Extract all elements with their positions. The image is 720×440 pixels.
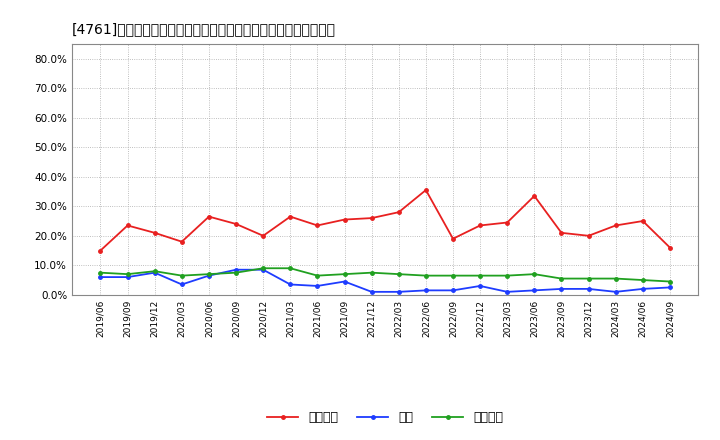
売上債権 — [476, 223, 485, 228]
売上債権 — [367, 216, 376, 221]
買入債務 — [557, 276, 566, 281]
買入債務 — [259, 266, 268, 271]
在庫 — [530, 288, 539, 293]
売上債権 — [665, 245, 674, 250]
在庫 — [639, 286, 647, 292]
買入債務 — [313, 273, 322, 278]
売上債権 — [503, 220, 511, 225]
買入債務 — [449, 273, 457, 278]
在庫 — [611, 289, 620, 294]
売上債権 — [395, 209, 403, 215]
買入債務 — [341, 271, 349, 277]
買入債務 — [395, 271, 403, 277]
Legend: 売上債権, 在庫, 買入債務: 売上債権, 在庫, 買入債務 — [262, 407, 508, 429]
在庫 — [178, 282, 186, 287]
在庫 — [96, 275, 105, 280]
売上債権 — [611, 223, 620, 228]
売上債権 — [584, 233, 593, 238]
在庫 — [341, 279, 349, 284]
売上債権 — [313, 223, 322, 228]
売上債権 — [259, 233, 268, 238]
在庫 — [476, 283, 485, 289]
在庫 — [557, 286, 566, 292]
買入債務 — [530, 271, 539, 277]
在庫 — [367, 289, 376, 294]
買入債務 — [232, 270, 240, 275]
買入債務 — [476, 273, 485, 278]
在庫 — [150, 270, 159, 275]
在庫 — [232, 267, 240, 272]
売上債権 — [557, 230, 566, 235]
在庫 — [503, 289, 511, 294]
買入債務 — [204, 271, 213, 277]
売上債権 — [449, 236, 457, 242]
売上債権 — [123, 223, 132, 228]
売上債権 — [421, 187, 430, 193]
買入債務 — [421, 273, 430, 278]
買入債務 — [639, 277, 647, 282]
在庫 — [204, 273, 213, 278]
Text: [4761]　売上債権、在庫、買入債務の総資産に対する比率の推移: [4761] 売上債権、在庫、買入債務の総資産に対する比率の推移 — [72, 22, 336, 36]
売上債権 — [639, 218, 647, 224]
在庫 — [584, 286, 593, 292]
在庫 — [286, 282, 294, 287]
Line: 売上債権: 売上債権 — [99, 188, 672, 252]
買入債務 — [286, 266, 294, 271]
売上債権 — [530, 193, 539, 198]
買入債務 — [96, 270, 105, 275]
在庫 — [449, 288, 457, 293]
買入債務 — [123, 271, 132, 277]
売上債権 — [341, 217, 349, 222]
買入債務 — [178, 273, 186, 278]
Line: 買入債務: 買入債務 — [99, 267, 672, 283]
売上債権 — [150, 230, 159, 235]
買入債務 — [367, 270, 376, 275]
売上債権 — [232, 221, 240, 227]
在庫 — [259, 267, 268, 272]
買入債務 — [150, 268, 159, 274]
売上債権 — [96, 248, 105, 253]
買入債務 — [503, 273, 511, 278]
Line: 在庫: 在庫 — [99, 268, 672, 293]
在庫 — [313, 283, 322, 289]
買入債務 — [584, 276, 593, 281]
買入債務 — [611, 276, 620, 281]
売上債権 — [286, 214, 294, 219]
売上債権 — [204, 214, 213, 219]
売上債権 — [178, 239, 186, 244]
在庫 — [421, 288, 430, 293]
在庫 — [123, 275, 132, 280]
在庫 — [395, 289, 403, 294]
買入債務 — [665, 279, 674, 284]
在庫 — [665, 285, 674, 290]
